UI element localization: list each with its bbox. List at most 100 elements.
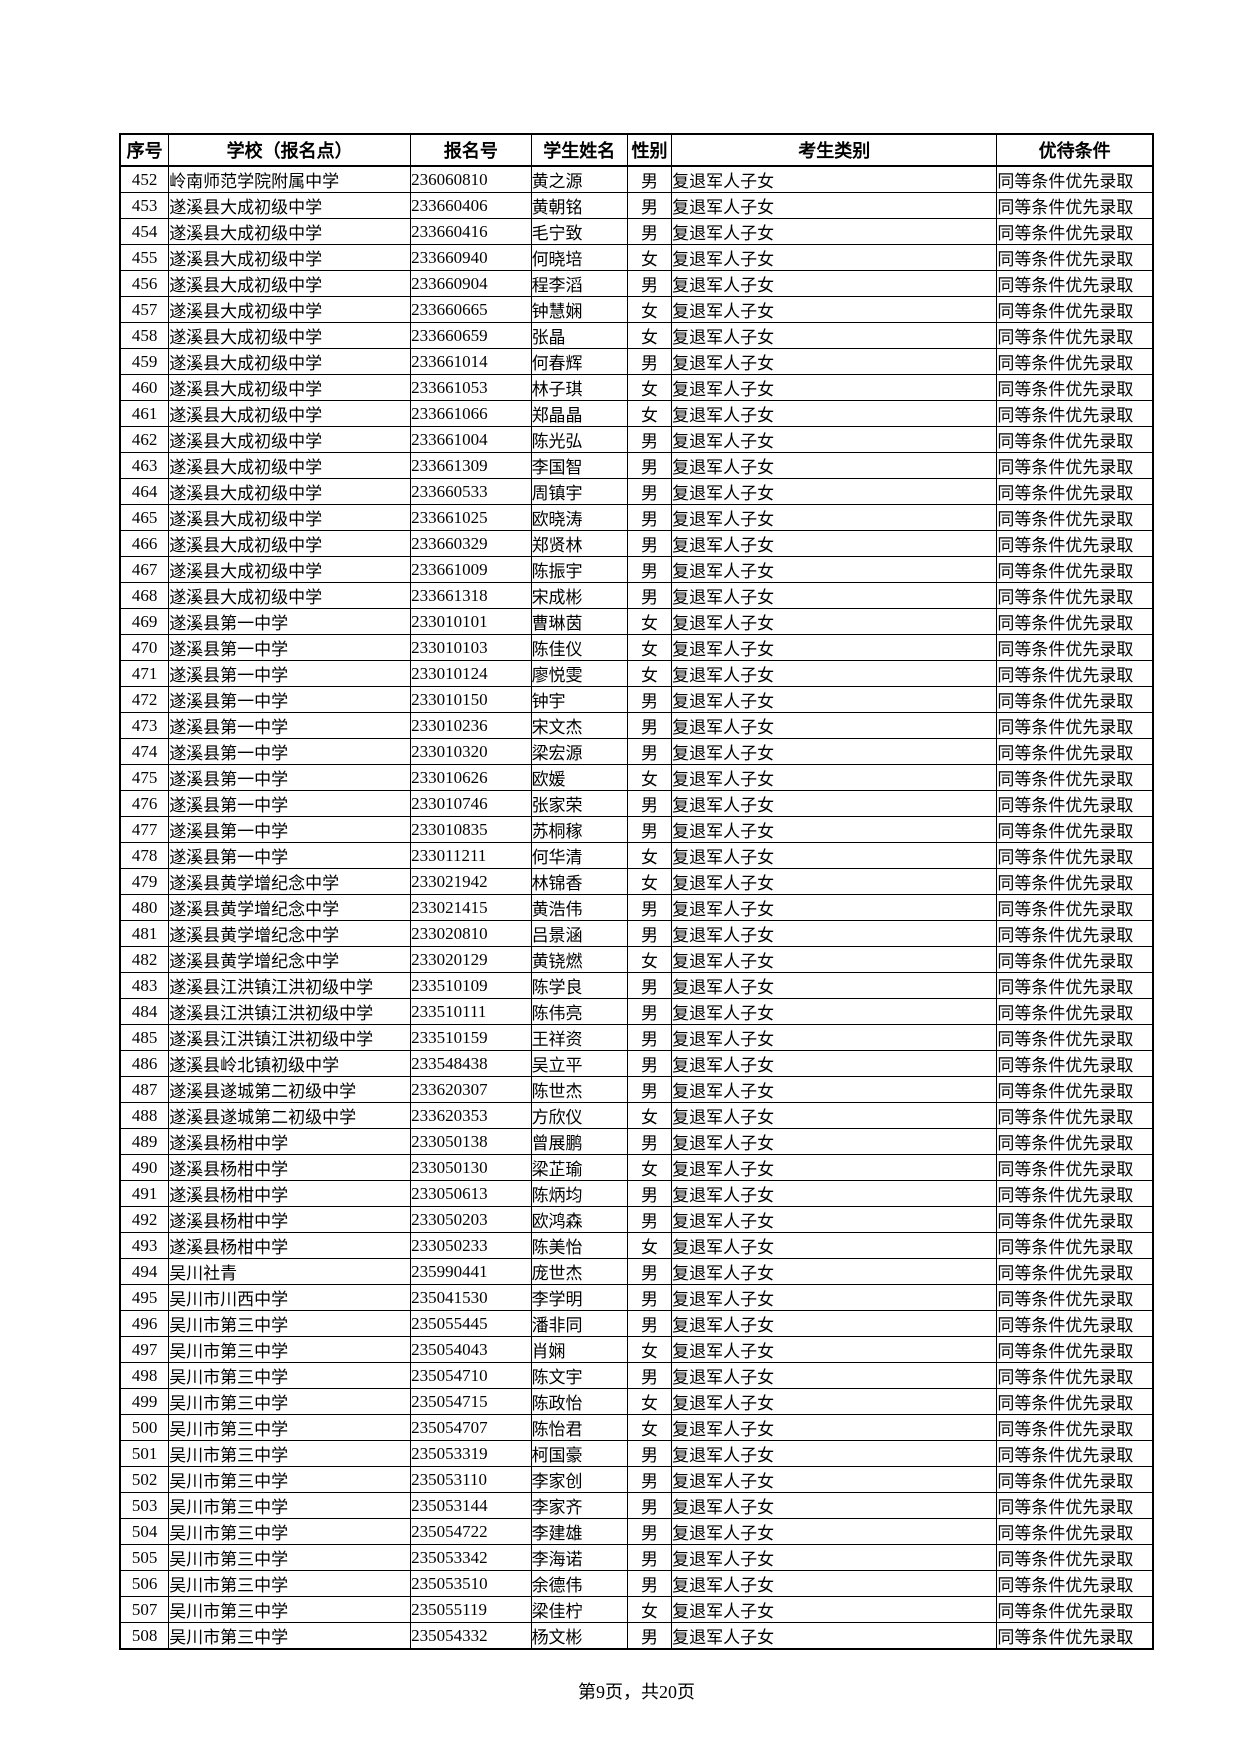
cell-gender: 男: [626, 972, 673, 999]
cell-seq: 482: [119, 946, 170, 973]
cell-school: 遂溪县大成初级中学: [168, 218, 412, 245]
cell-seq: 486: [119, 1050, 170, 1077]
cell-category: 复退军人子女: [671, 1232, 998, 1259]
cell-name: 庞世杰: [530, 1258, 628, 1285]
cell-gender: 女: [626, 1596, 673, 1623]
table-row: 491 遂溪县杨柑中学 233050613 陈炳均男复退军人子女 同等条件优先录取: [119, 1180, 1154, 1207]
cell-reg_no: 233660940: [410, 244, 532, 271]
cell-name: 方欣仪: [530, 1102, 628, 1129]
table-row: 455 遂溪县大成初级中学 233660940 何晓培女复退军人子女 同等条件优先录取: [119, 244, 1154, 271]
cell-name: 黄铙燃: [530, 946, 628, 973]
cell-category: 复退军人子女: [671, 1258, 998, 1285]
cell-seq: 468: [119, 582, 170, 609]
cell-school: 遂溪县大成初级中学: [168, 270, 412, 297]
cell-name: 李家创: [530, 1466, 628, 1493]
cell-school: 遂溪县大成初级中学: [168, 322, 412, 349]
cell-category: 复退军人子女: [671, 1128, 998, 1155]
cell-gender: 男: [626, 738, 673, 765]
cell-privilege: 同等条件优先录取: [996, 634, 1154, 661]
cell-seq: 487: [119, 1076, 170, 1103]
cell-privilege: 同等条件优先录取: [996, 1310, 1154, 1337]
cell-reg_no: 235055445: [410, 1310, 532, 1337]
cell-school: 遂溪县江洪镇江洪初级中学: [168, 1024, 412, 1051]
cell-category: 复退军人子女: [671, 712, 998, 739]
cell-seq: 471: [119, 660, 170, 687]
table-row: 502 吴川市第三中学 235053110 李家创男复退军人子女 同等条件优先录取: [119, 1466, 1154, 1493]
cell-privilege: 同等条件优先录取: [996, 1596, 1154, 1623]
cell-school: 遂溪县第一中学: [168, 608, 412, 635]
table-row: 480 遂溪县黄学增纪念中学 233021415 黄浩伟男复退军人子女 同等条件优先录取: [119, 894, 1154, 921]
cell-reg_no: 235054722: [410, 1518, 532, 1545]
cell-reg_no: 233661004: [410, 426, 532, 453]
cell-seq: 484: [119, 998, 170, 1025]
cell-name: 何春辉: [530, 348, 628, 375]
cell-reg_no: 235054715: [410, 1388, 532, 1415]
cell-reg_no: 233661318: [410, 582, 532, 609]
col-header-privilege: 优待条件: [996, 133, 1154, 167]
cell-category: 复退军人子女: [671, 868, 998, 895]
cell-school: 吴川市第三中学: [168, 1336, 412, 1363]
cell-reg_no: 233050613: [410, 1180, 532, 1207]
cell-category: 复退军人子女: [671, 920, 998, 947]
cell-category: 复退军人子女: [671, 998, 998, 1025]
cell-category: 复退军人子女: [671, 1440, 998, 1467]
cell-seq: 492: [119, 1206, 170, 1233]
cell-reg_no: 235041530: [410, 1284, 532, 1311]
cell-category: 复退军人子女: [671, 322, 998, 349]
cell-name: 曾展鹏: [530, 1128, 628, 1155]
cell-name: 宋成彬: [530, 582, 628, 609]
cell-seq: 488: [119, 1102, 170, 1129]
col-header-name: 学生姓名: [530, 133, 628, 167]
cell-gender: 女: [626, 660, 673, 687]
cell-school: 吴川社青: [168, 1258, 412, 1285]
cell-gender: 男: [626, 1466, 673, 1493]
cell-school: 遂溪县大成初级中学: [168, 478, 412, 505]
cell-seq: 452: [119, 165, 170, 193]
cell-category: 复退军人子女: [671, 1570, 998, 1597]
cell-seq: 456: [119, 270, 170, 297]
cell-privilege: 同等条件优先录取: [996, 738, 1154, 765]
cell-reg_no: 235053144: [410, 1492, 532, 1519]
cell-school: 遂溪县杨柑中学: [168, 1180, 412, 1207]
table-row: 481 遂溪县黄学增纪念中学 233020810 吕景涵男复退军人子女 同等条件优先录取: [119, 920, 1154, 947]
cell-gender: 女: [626, 244, 673, 271]
cell-reg_no: 235054710: [410, 1362, 532, 1389]
table-row: 476 遂溪县第一中学 233010746 张家荣男复退军人子女 同等条件优先录取: [119, 790, 1154, 817]
cell-school: 遂溪县大成初级中学: [168, 348, 412, 375]
cell-school: 吴川市第三中学: [168, 1622, 412, 1650]
cell-name: 李学明: [530, 1284, 628, 1311]
cell-seq: 499: [119, 1388, 170, 1415]
cell-seq: 460: [119, 374, 170, 401]
cell-reg_no: 233010626: [410, 764, 532, 791]
cell-school: 吴川市第三中学: [168, 1310, 412, 1337]
cell-name: 黄之源: [530, 165, 628, 193]
cell-category: 复退军人子女: [671, 972, 998, 999]
cell-seq: 500: [119, 1414, 170, 1441]
cell-category: 复退军人子女: [671, 1180, 998, 1207]
cell-name: 潘非同: [530, 1310, 628, 1337]
cell-school: 遂溪县黄学增纪念中学: [168, 868, 412, 895]
cell-privilege: 同等条件优先录取: [996, 1362, 1154, 1389]
cell-name: 梁宏源: [530, 738, 628, 765]
cell-name: 郑贤林: [530, 530, 628, 557]
cell-reg_no: 233010150: [410, 686, 532, 713]
cell-gender: 男: [626, 894, 673, 921]
cell-school: 吴川市第三中学: [168, 1466, 412, 1493]
cell-gender: 男: [626, 582, 673, 609]
cell-name: 林子琪: [530, 374, 628, 401]
col-header-school: 学校（报名点）: [168, 133, 412, 167]
table-row: 498 吴川市第三中学 235054710 陈文宇男复退军人子女 同等条件优先录取: [119, 1362, 1154, 1389]
cell-name: 欧晓涛: [530, 504, 628, 531]
cell-privilege: 同等条件优先录取: [996, 1518, 1154, 1545]
cell-school: 吴川市第三中学: [168, 1388, 412, 1415]
cell-category: 复退军人子女: [671, 894, 998, 921]
cell-school: 遂溪县遂城第二初级中学: [168, 1076, 412, 1103]
cell-name: 毛宁致: [530, 218, 628, 245]
cell-reg_no: 233661025: [410, 504, 532, 531]
cell-seq: 479: [119, 868, 170, 895]
table-row: 483 遂溪县江洪镇江洪初级中学 233510109 陈学良男复退军人子女 同等条件优先…: [119, 972, 1154, 999]
cell-privilege: 同等条件优先录取: [996, 218, 1154, 245]
cell-gender: 男: [626, 1518, 673, 1545]
cell-category: 复退军人子女: [671, 244, 998, 271]
cell-name: 陈佳仪: [530, 634, 628, 661]
